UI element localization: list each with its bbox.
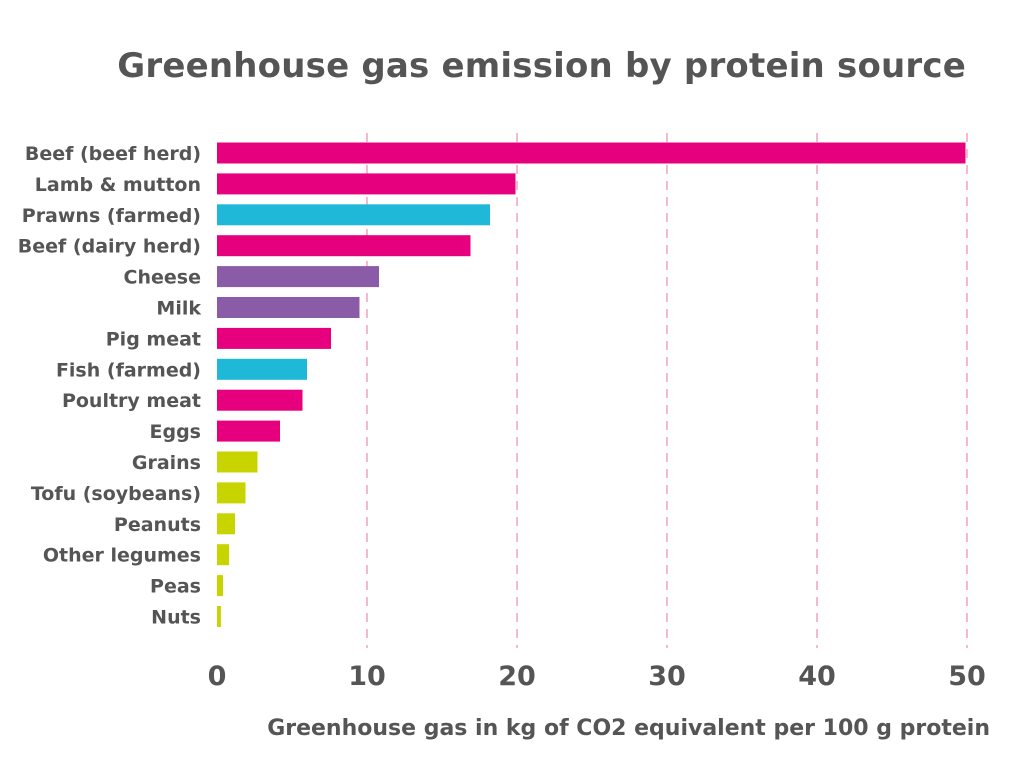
category-label: Lamb & mutton xyxy=(35,174,201,196)
bar xyxy=(217,389,303,411)
category-label: Eggs xyxy=(150,421,202,443)
category-label: Cheese xyxy=(124,267,201,289)
bar xyxy=(217,173,516,195)
category-label: Beef (dairy herd) xyxy=(18,236,201,258)
bar xyxy=(217,451,258,473)
bar xyxy=(217,297,360,318)
x-tick-label: 40 xyxy=(798,661,836,692)
category-label: Tofu (soybeans) xyxy=(31,483,201,505)
category-label: Other legumes xyxy=(43,545,201,567)
category-label: Fish (farmed) xyxy=(56,359,201,381)
bar xyxy=(217,513,235,535)
chart-title: Greenhouse gas emission by protein sourc… xyxy=(117,46,966,86)
bar xyxy=(217,204,490,226)
category-label: Nuts xyxy=(151,607,201,629)
bar xyxy=(217,575,223,597)
bar xyxy=(217,235,471,257)
bar xyxy=(217,420,280,442)
x-axis-title: Greenhouse gas in kg of CO2 equivalent p… xyxy=(267,716,990,741)
x-tick-label: 20 xyxy=(498,661,536,692)
category-label: Poultry meat xyxy=(62,390,201,412)
bar xyxy=(217,266,379,288)
x-tick-label: 10 xyxy=(348,661,386,692)
bar xyxy=(217,327,331,349)
category-label: Grains xyxy=(132,452,201,474)
bar xyxy=(217,142,966,164)
category-label: Peas xyxy=(150,576,201,598)
bar xyxy=(217,358,307,380)
category-label: Peanuts xyxy=(114,514,201,536)
category-label: Beef (beef herd) xyxy=(25,143,201,165)
x-tick-label: 50 xyxy=(948,661,986,692)
category-label: Pig meat xyxy=(106,328,201,350)
category-label: Prawns (farmed) xyxy=(22,205,201,227)
bar xyxy=(217,544,229,566)
x-tick-label: 30 xyxy=(648,661,686,692)
bar xyxy=(217,606,221,627)
category-label: Milk xyxy=(156,298,201,320)
x-tick-label: 0 xyxy=(208,661,227,692)
bar xyxy=(217,482,246,504)
